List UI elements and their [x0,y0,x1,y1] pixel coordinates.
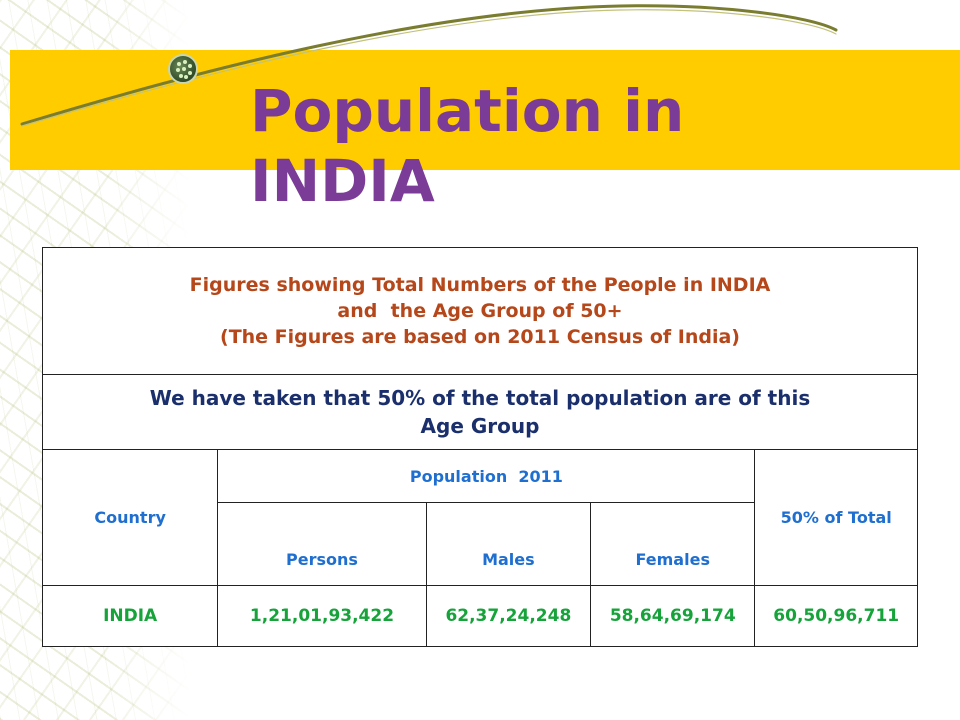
caption-line: and the Age Group of 50+ [337,300,623,322]
caption-line: (The Figures are based on 2011 Census of… [220,326,740,348]
population-table: Figures showing Total Numbers of the Peo… [41,247,918,647]
decorative-bead-icon [168,54,198,84]
cell-males: 62,37,24,248 [425,585,592,647]
header-females: Females [590,502,756,586]
page-title: Population in INDIA [250,77,685,215]
caption-line: Figures showing Total Numbers of the Peo… [189,274,771,296]
header-persons: Persons [217,502,427,586]
table-row: INDIA 1,21,01,93,422 62,37,24,248 58,64,… [41,585,918,647]
cell-persons: 1,21,01,93,422 [217,585,427,647]
cell-fifty-percent: 60,50,96,711 [754,585,918,647]
header-persons-label: Persons [286,549,358,569]
table-note: We have taken that 50% of the total popu… [42,374,918,450]
header-population-2011: Population 2011 [217,449,756,503]
cell-females: 58,64,69,174 [590,585,756,647]
header-country: Country [41,449,219,586]
header-males: Males [425,502,592,586]
note-line: We have taken that 50% of the total popu… [149,386,811,410]
header-fifty-percent: 50% of Total [754,449,918,586]
table-caption: Figures showing Total Numbers of the Peo… [42,247,918,375]
cell-country: INDIA [41,585,219,647]
header-females-label: Females [635,549,710,569]
note-line: Age Group [420,414,540,438]
decorative-swoosh-line [20,4,838,127]
header-males-label: Males [482,549,535,569]
